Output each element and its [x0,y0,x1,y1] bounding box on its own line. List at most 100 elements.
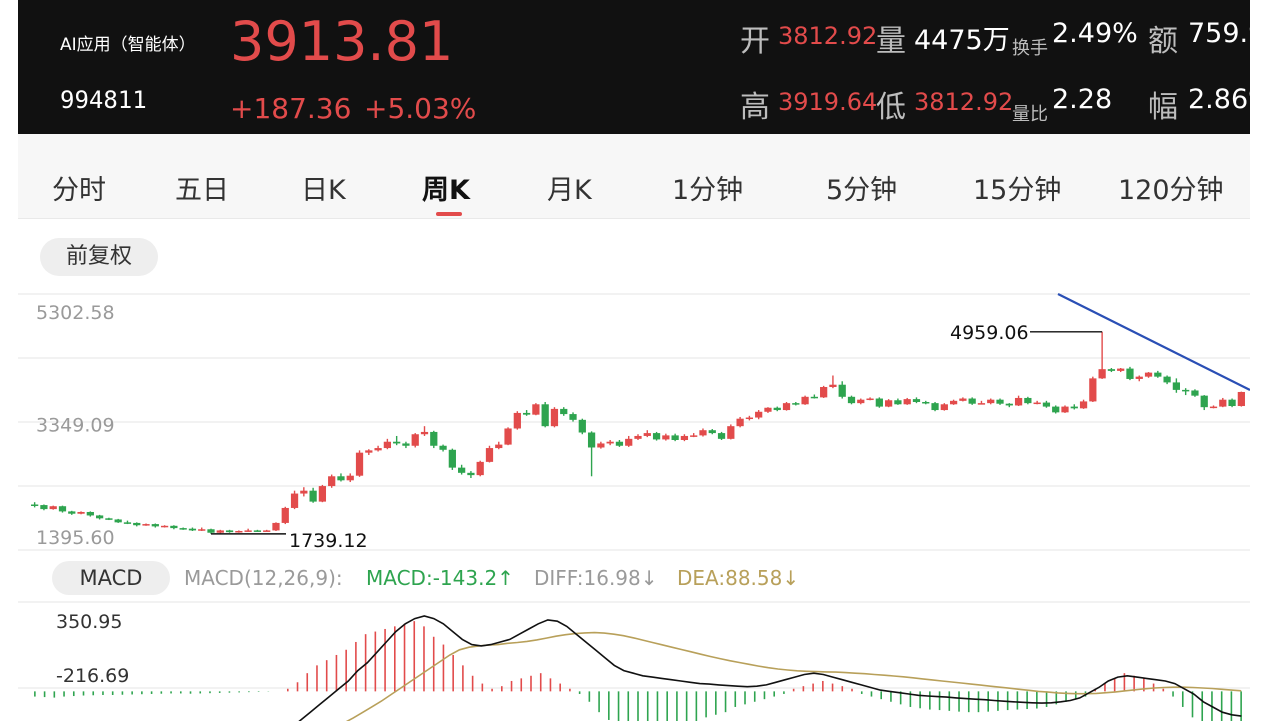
tab-monthly-k[interactable]: 月K [547,175,592,206]
candle-body [504,428,512,445]
tab-120min[interactable]: 120分钟 [1118,175,1224,206]
candle-body [49,506,57,510]
candle-body [847,396,856,404]
candle-body [810,396,818,399]
volume-label: 量 [876,24,906,59]
candle-body [467,472,475,476]
candle-body [318,486,327,502]
high-value: 3919.64 [778,88,878,116]
period-tabs: 分时 五日 日K 周K 月K 1分钟 5分钟 15分钟 120分钟 [18,134,1250,219]
candle-body [569,414,577,420]
candle-body [253,530,262,532]
candle-body [838,384,846,397]
candle-body [170,525,178,529]
candle-body [383,441,391,449]
candle-body [755,411,763,418]
candle-body [699,430,707,436]
candle-body [977,403,986,405]
macd-dea: DEA:88.58↓ [677,566,799,590]
candle-body [225,530,234,533]
candle-body [587,432,596,448]
candle-body [485,448,494,462]
candle-body [68,511,76,514]
adjust-type-button[interactable]: 前复权 [40,238,158,276]
candle-body [1107,369,1116,371]
low-label: 低 [876,90,906,125]
candle-body [550,408,559,427]
candle-body [1061,406,1069,413]
candle-body [968,398,976,404]
candle-body [1163,376,1171,383]
indicator-macd-button[interactable]: MACD [52,561,170,595]
active-tab-indicator [436,212,462,216]
tab-1min[interactable]: 1分钟 [672,175,744,206]
candle-body [1228,399,1236,407]
macd-params: MACD(12,26,9): [184,566,343,590]
candle-body [114,519,122,523]
index-title: AI应用（智能体） [60,35,196,55]
candle-body [922,401,930,404]
dea-line [345,631,1242,721]
candle-body [597,443,605,448]
quote-header: AI应用（智能体） 994811 3913.81 +187.36 +5.03% … [18,0,1250,134]
macd-diff: DIFF:16.98↓ [534,566,658,590]
candle-body [1005,403,1013,406]
candle-body [95,515,104,519]
tab-daily-k[interactable]: 日K [301,175,346,206]
candle-body [996,399,1004,404]
candle-body [940,404,948,411]
candle-body [31,504,39,506]
candle-body [1191,390,1199,396]
trend-line [1057,293,1250,391]
tab-intraday[interactable]: 分时 [52,175,106,206]
candle-body [820,387,828,398]
candle-body [300,490,308,494]
candle-body [1079,401,1088,409]
vol-ratio-value: 2.28 [1052,84,1113,115]
candle-body [773,407,781,411]
candle-body [652,433,661,440]
candle-body [717,433,726,439]
candle-body [235,530,243,533]
candle-body [86,511,94,516]
macd-axis-label: -216.69 [56,665,129,687]
candle-body [58,506,67,512]
candle-body [355,452,364,476]
candle-body [207,529,215,533]
candle-body [727,426,735,439]
macd-axis-label: 350.95 [56,611,122,633]
candle-body [541,404,549,427]
candle-body [309,490,317,502]
candle-body [671,435,679,440]
candle-body [393,441,401,444]
candle-body [448,449,456,468]
candle-body [829,384,837,388]
candle-body [142,524,150,526]
turnover-label: 换手 [1012,38,1048,59]
candle-body [328,476,336,487]
tab-5min[interactable]: 5分钟 [826,175,898,206]
candle-body [782,403,791,411]
candle-body [1126,368,1134,379]
candle-body [615,441,624,446]
diff-line [298,615,1242,721]
candle-body [1042,402,1051,407]
tab-five-day[interactable]: 五日 [175,175,229,206]
candle-body [1052,406,1060,413]
tab-15min[interactable]: 15分钟 [973,175,1062,206]
tab-weekly-k[interactable]: 周K [422,175,470,206]
candle-body [662,435,670,440]
volume-value: 4475万 [914,25,1010,56]
candle-body [1098,369,1106,379]
candle-body [123,522,132,524]
open-value: 3812.92 [778,22,878,50]
y-axis-label: 5302.58 [36,302,115,324]
kline-chart[interactable]: 5302.58 3349.09 1395.60 MACD(12,26,9): MACD… [0,0,1250,721]
low-annotation-label: 1739.12 [289,530,368,552]
price-change: +187.36 [230,92,352,125]
y-axis-label: 3349.09 [36,415,115,437]
candle-body [885,400,893,407]
candle-body [272,522,280,531]
amount-label: 额 [1148,24,1178,59]
candle-body [77,511,85,514]
